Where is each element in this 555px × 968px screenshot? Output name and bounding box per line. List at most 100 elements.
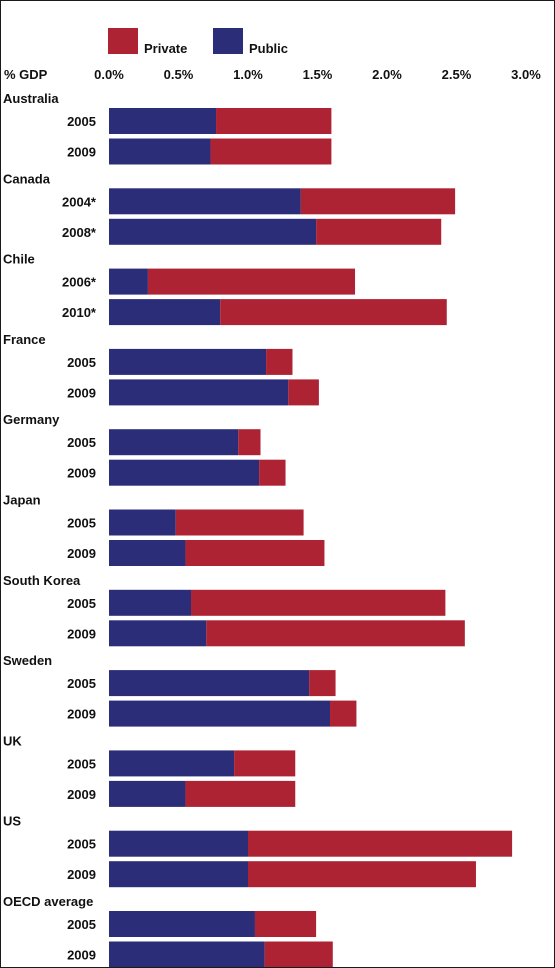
year-label: 2005	[67, 837, 96, 852]
country-group: Chile 2006* 2010*	[3, 252, 447, 326]
bar-public	[109, 460, 259, 486]
country-label: OECD average	[3, 894, 93, 909]
year-label: 2009	[67, 385, 96, 400]
country-group: Germany 2005 2009	[3, 412, 286, 486]
year-label: 2009	[67, 707, 96, 722]
year-label: 2009	[67, 948, 96, 963]
country-group: UK 2005 2009	[3, 733, 295, 807]
bar-private	[288, 379, 319, 405]
country-label: Canada	[3, 171, 51, 186]
year-label: 2008*	[62, 225, 97, 240]
bar-public	[109, 219, 316, 245]
country-label: South Korea	[3, 573, 81, 588]
country-label: Chile	[3, 252, 35, 267]
bar-public	[109, 590, 191, 616]
country-label: France	[3, 332, 46, 347]
bar-private	[220, 299, 447, 325]
legend-label-public: Public	[249, 41, 288, 56]
bar-public	[109, 269, 148, 295]
bar-private	[259, 460, 285, 486]
bar-public	[109, 670, 309, 696]
bar-public	[109, 379, 288, 405]
country-group: Japan 2005 2009	[3, 493, 324, 567]
bar-public	[109, 942, 265, 968]
bar-public	[109, 911, 255, 937]
year-label: 2005	[67, 355, 96, 370]
bar-public	[109, 750, 234, 776]
bar-public	[109, 188, 301, 214]
bar-public	[109, 861, 248, 887]
year-label: 2009	[67, 867, 96, 882]
bar-public	[109, 349, 266, 375]
bar-private	[191, 590, 445, 616]
year-label: 2005	[67, 596, 96, 611]
legend-swatch-private	[108, 28, 138, 54]
x-tick-label: 0.5%	[164, 67, 194, 82]
bar-private	[216, 108, 331, 134]
bar-private	[316, 219, 441, 245]
bar-public	[109, 299, 220, 325]
x-tick-label: 3.0%	[511, 67, 541, 82]
year-label: 2009	[67, 546, 96, 561]
bar-public	[109, 701, 330, 727]
country-label: US	[3, 814, 21, 829]
country-label: Germany	[3, 412, 60, 427]
bar-public	[109, 620, 206, 646]
bar-private	[210, 139, 331, 165]
bar-private	[266, 349, 292, 375]
bar-private	[206, 620, 465, 646]
bar-private	[148, 269, 355, 295]
axis-unit-label: % GDP	[4, 67, 48, 82]
bar-public	[109, 781, 185, 807]
country-group: South Korea 2005 2009	[3, 573, 465, 647]
year-label: 2005	[67, 114, 96, 129]
x-axis-ticks: 0.0% 0.5% 1.0% 1.5% 2.0% 2.5% 3.0%	[94, 67, 541, 82]
year-label: 2005	[67, 435, 96, 450]
country-group: Canada 2004* 2008*	[3, 171, 455, 245]
bar-private	[330, 701, 356, 727]
bar-private	[185, 540, 324, 566]
year-label: 2010*	[62, 305, 97, 320]
country-group: Australia 2005 2009	[3, 91, 331, 165]
bar-public	[109, 108, 216, 134]
year-label: 2005	[67, 676, 96, 691]
year-label: 2009	[67, 626, 96, 641]
bar-public	[109, 139, 210, 165]
x-tick-label: 0.0%	[94, 67, 124, 82]
bar-private	[301, 188, 455, 214]
bar-private	[248, 831, 512, 857]
x-tick-label: 1.0%	[233, 67, 263, 82]
legend-swatch-public	[213, 28, 243, 54]
bar-private	[248, 861, 476, 887]
year-label: 2005	[67, 917, 96, 932]
year-label: 2004*	[62, 194, 97, 209]
year-label: 2009	[67, 787, 96, 802]
country-group: OECD average 2005 2009	[3, 894, 333, 967]
year-label: 2009	[67, 466, 96, 481]
bar-private	[185, 781, 295, 807]
country-group: US 2005 2009	[3, 814, 512, 888]
bar-private	[309, 670, 335, 696]
bar-private	[176, 510, 304, 536]
country-label: Australia	[3, 91, 59, 106]
legend-label-private: Private	[144, 41, 187, 56]
x-tick-label: 1.5%	[303, 67, 333, 82]
country-group: Sweden 2005 2009	[3, 653, 356, 727]
bar-private	[234, 750, 295, 776]
bar-private	[255, 911, 316, 937]
bar-public	[109, 510, 176, 536]
legend: Private Public	[108, 28, 288, 56]
bar-public	[109, 429, 238, 455]
x-tick-label: 2.5%	[442, 67, 472, 82]
bar-private	[265, 942, 333, 968]
x-tick-label: 2.0%	[372, 67, 402, 82]
year-label: 2005	[67, 756, 96, 771]
bar-groups: Australia 2005 2009 Canada 2004* 2008* Chile 20…	[3, 91, 512, 967]
bar-public	[109, 540, 185, 566]
year-label: 2009	[67, 145, 96, 160]
country-label: Sweden	[3, 653, 52, 668]
bar-public	[109, 831, 248, 857]
country-group: France 2005 2009	[3, 332, 319, 406]
